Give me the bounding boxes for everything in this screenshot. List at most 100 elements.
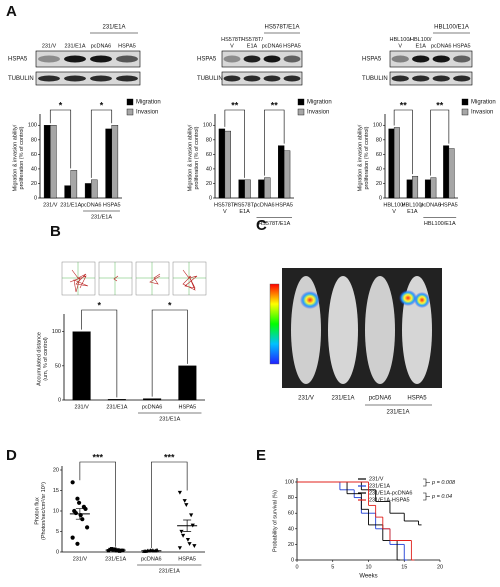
y-tick-label: 40	[206, 166, 212, 172]
x-tick-label: 231/E1A	[106, 404, 127, 410]
x-tick-label: HS578T/	[214, 202, 236, 208]
point	[70, 535, 75, 540]
bar	[238, 179, 245, 199]
x-tick-label: E1A	[239, 209, 250, 215]
lane-label: pcDNA6	[91, 43, 111, 49]
sig-label: ***	[92, 452, 103, 462]
bar	[70, 170, 78, 199]
band	[283, 55, 301, 63]
sig-bracket	[430, 109, 450, 176]
point	[76, 500, 82, 505]
x-tick-label: 0	[295, 564, 298, 570]
y-tick-label: 100	[28, 123, 37, 129]
y-tick-label: 60	[376, 152, 382, 158]
y-tick-label: 0	[379, 195, 382, 201]
point	[179, 529, 184, 534]
x-tick-label: HS578T/	[234, 202, 256, 208]
legend-label: Invasion	[136, 110, 158, 116]
group-label: 231/E1A	[159, 416, 180, 422]
band	[263, 55, 281, 63]
band	[391, 75, 409, 82]
x-tick-label: V	[223, 209, 227, 215]
blot-strip	[35, 71, 141, 86]
sig-bracket	[49, 109, 72, 169]
bar	[50, 125, 57, 199]
bar	[264, 177, 271, 199]
y-axis-label: Photon flux	[34, 497, 40, 525]
legend-label: Migration	[307, 100, 332, 106]
y-tick-label: 0	[291, 557, 294, 563]
error-bar	[75, 508, 84, 520]
y-tick-label: 100	[203, 123, 212, 129]
band	[90, 75, 112, 82]
sig-label: **	[231, 100, 239, 110]
legend-label: 231/V	[369, 476, 384, 482]
band	[453, 75, 471, 82]
panel-letter: D	[6, 447, 17, 464]
blot-strip	[35, 50, 141, 68]
blot-strip	[389, 50, 473, 68]
band	[243, 75, 261, 82]
y-axis-label: proliferation (% of control)	[19, 126, 25, 189]
bar	[424, 179, 431, 199]
point	[184, 503, 189, 507]
sig-bracket	[393, 109, 413, 175]
x-tick-label: pcDNA6	[142, 404, 162, 410]
sig-label: ***	[164, 452, 175, 462]
p-value: p = 0.04	[431, 494, 452, 500]
x-axis-label: Weeks	[359, 574, 377, 580]
legend-swatch	[126, 98, 134, 106]
band	[391, 55, 409, 63]
bar	[388, 128, 395, 199]
y-tick-label: 5	[56, 529, 59, 535]
lane-label: V	[230, 43, 234, 49]
sig-bracket	[79, 461, 116, 547]
x-tick-label: V	[392, 209, 396, 215]
lane-label: HS578T/	[221, 37, 243, 43]
sig-bracket	[264, 109, 285, 176]
legend-label: 231/E1A	[369, 483, 390, 489]
x-tick-label: 231/V	[43, 202, 58, 208]
lane-label: V	[398, 43, 402, 49]
legend-swatch	[297, 108, 305, 116]
band	[432, 55, 450, 63]
sig-label: *	[97, 300, 101, 310]
legend-label: Invasion	[307, 110, 329, 116]
lane-label: pcDNA6	[369, 396, 392, 402]
lane-label: HSPA5	[283, 43, 301, 49]
y-axis-label: (um, % of control)	[43, 337, 49, 381]
x-tick-label: pcDNA6	[420, 202, 440, 208]
y-axis-label: Accumulated distance	[36, 332, 42, 386]
y-tick-label: 80	[31, 137, 37, 143]
sig-bracket	[224, 109, 245, 178]
point	[185, 538, 191, 542]
x-tick-label: HSPA5	[103, 202, 121, 208]
bar	[430, 177, 437, 199]
band	[116, 75, 138, 82]
lane-label: 231/V	[298, 396, 314, 402]
sig-label: **	[271, 100, 279, 110]
sig-label: **	[400, 100, 408, 110]
y-tick-label: 0	[34, 195, 37, 201]
group-label: 231/E1A	[91, 214, 112, 220]
band	[263, 75, 281, 82]
legend-label: 231/E1A-HSPA5	[369, 497, 410, 503]
lane-label: pcDNA6	[262, 43, 282, 49]
legend-swatch	[297, 98, 305, 106]
blot-row-label: HSPA5	[362, 57, 382, 63]
x-tick-label: HSPA5	[179, 404, 197, 410]
x-tick-label: 231/V	[73, 556, 88, 562]
y-tick-label: 60	[206, 152, 212, 158]
group-label: 231/E1A	[102, 25, 125, 31]
y-axis-label: Migration & invasion ability/	[357, 124, 363, 191]
y-tick-label: 0	[58, 397, 61, 403]
y-tick-label: 20	[206, 181, 212, 187]
legend-swatch	[126, 108, 134, 116]
legend-label: Invasion	[471, 110, 493, 116]
blot-strip	[389, 71, 473, 86]
y-axis-label: proliferation (% of control)	[194, 126, 200, 189]
point	[109, 547, 114, 551]
bar	[72, 331, 91, 401]
x-tick-label: 5	[331, 564, 334, 570]
band	[283, 75, 301, 82]
